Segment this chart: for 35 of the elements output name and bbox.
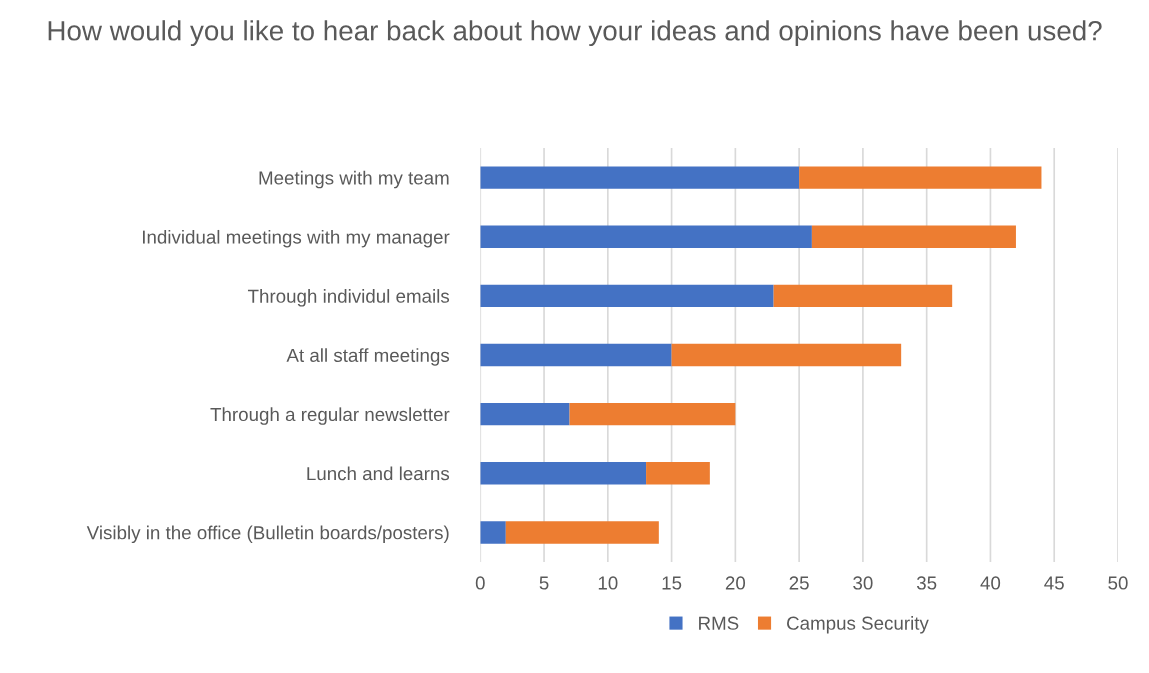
x-tick-label: 35 bbox=[916, 576, 937, 590]
bar bbox=[569, 402, 736, 426]
x-tick-label: 25 bbox=[789, 576, 809, 590]
x-tick-label: 45 bbox=[1044, 576, 1064, 590]
x-tick-label: 5 bbox=[539, 576, 549, 590]
y-tick-label: At all staff meetings bbox=[286, 348, 450, 366]
bar bbox=[480, 166, 800, 189]
x-tick-label: 50 bbox=[1108, 576, 1128, 590]
x-tick-label: 20 bbox=[725, 576, 746, 590]
bar bbox=[480, 462, 647, 485]
x-tick-label: 15 bbox=[662, 576, 682, 590]
bar bbox=[480, 521, 506, 544]
x-tick-label: 10 bbox=[598, 576, 618, 590]
legend-label: Campus Security bbox=[787, 616, 929, 634]
legend-label: RMS bbox=[699, 616, 739, 630]
bar bbox=[773, 284, 953, 308]
bar bbox=[671, 343, 902, 367]
bar bbox=[480, 225, 812, 248]
bar bbox=[646, 462, 710, 485]
y-tick-label: Lunch and learns bbox=[307, 466, 450, 481]
bar bbox=[505, 521, 659, 544]
bar bbox=[811, 225, 1016, 248]
y-tick-label: Through a regular newsletter bbox=[210, 407, 450, 425]
bar bbox=[799, 166, 1042, 189]
y-tick-label: Visibly in the office (Bulletin boards/posters) bbox=[86, 525, 449, 544]
bar bbox=[480, 284, 774, 308]
y-tick-label: Individual meetings with my manager bbox=[143, 229, 450, 248]
x-tick-label: 30 bbox=[853, 576, 873, 590]
y-tick-label: Through individul emails bbox=[247, 289, 450, 307]
y-tick-label: Meetings with my team bbox=[259, 170, 449, 189]
chart-title: How would you like to hear back about how your ideas and opinions have been used? bbox=[48, 20, 1102, 47]
bar bbox=[480, 402, 570, 426]
bar bbox=[480, 343, 672, 367]
x-tick-label: 0 bbox=[475, 576, 485, 590]
x-tick-label: 40 bbox=[980, 576, 1001, 590]
